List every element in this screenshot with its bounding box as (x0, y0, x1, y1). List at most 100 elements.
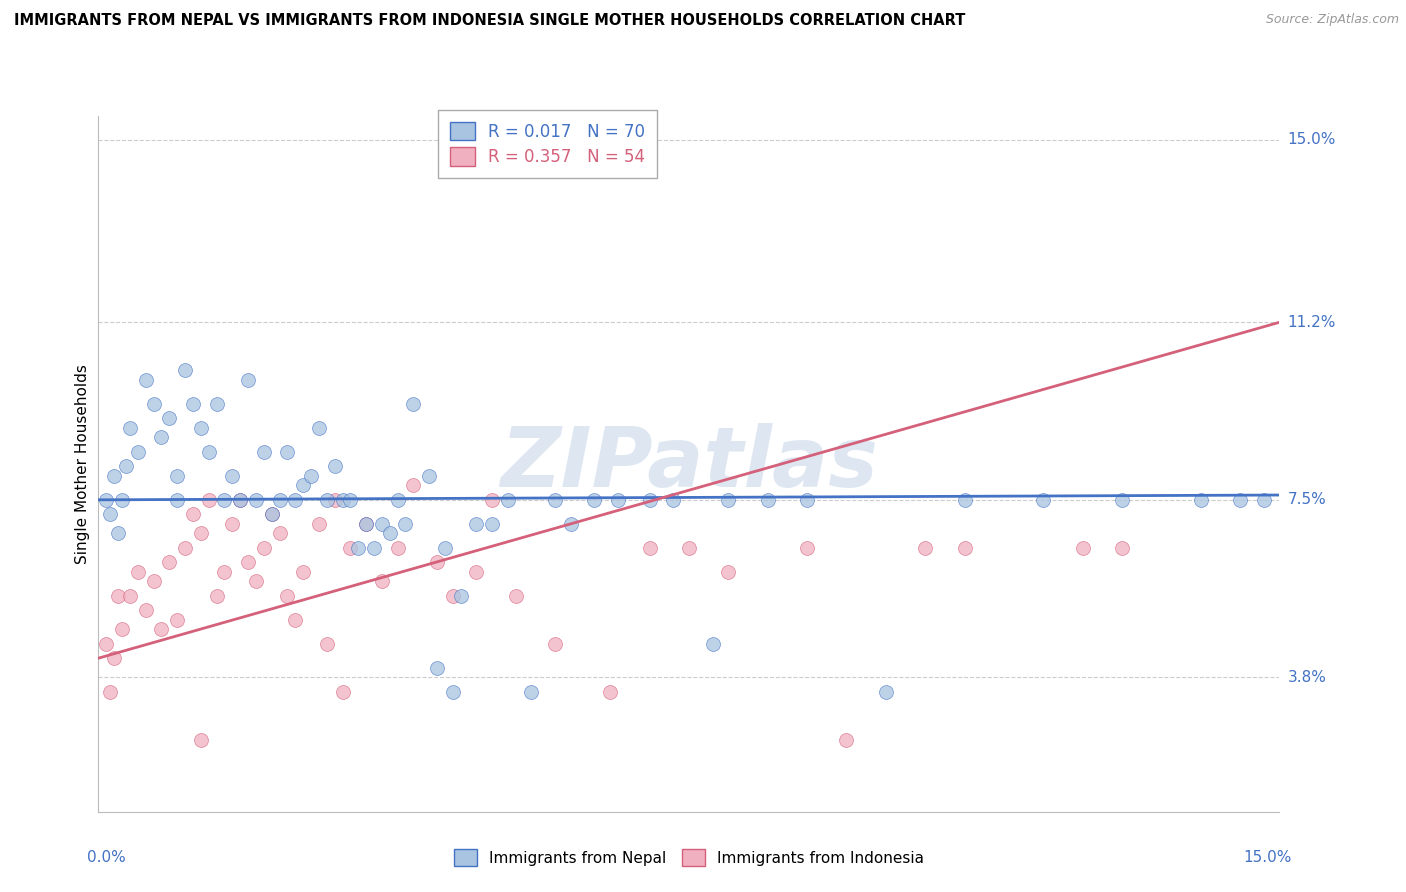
Point (402, 478, 425, 492)
Text: 15.0%: 15.0% (1243, 850, 1291, 865)
Point (1229, 492, 1251, 507)
Point (662, 492, 685, 507)
Text: ZIPatlas: ZIPatlas (501, 424, 877, 504)
Point (276, 445, 298, 459)
Point (1071, 541, 1094, 555)
Point (118, 589, 141, 603)
Point (796, 492, 818, 507)
Point (157, 555, 180, 569)
Point (953, 492, 976, 507)
Point (599, 685, 621, 699)
Point (678, 541, 700, 555)
Point (363, 541, 385, 555)
Point (426, 555, 449, 569)
Point (875, 685, 897, 699)
Point (638, 541, 661, 555)
Legend: Immigrants from Nepal, Immigrants from Indonesia: Immigrants from Nepal, Immigrants from I… (446, 842, 932, 873)
Point (103, 468, 125, 483)
Point (245, 574, 267, 589)
Point (796, 541, 818, 555)
Text: 15.0%: 15.0% (1288, 132, 1336, 147)
Point (103, 651, 125, 665)
Point (323, 459, 346, 474)
Point (166, 468, 188, 483)
Point (354, 516, 377, 531)
Point (702, 637, 724, 651)
Point (190, 732, 212, 747)
Point (107, 526, 129, 541)
Point (284, 492, 307, 507)
Point (914, 541, 936, 555)
Point (157, 411, 180, 425)
Text: IMMIGRANTS FROM NEPAL VS IMMIGRANTS FROM INDONESIA SINGLE MOTHER HOUSEHOLDS CORR: IMMIGRANTS FROM NEPAL VS IMMIGRANTS FROM… (14, 13, 966, 29)
Point (166, 613, 188, 627)
Point (835, 732, 858, 747)
Point (441, 589, 464, 603)
Point (236, 373, 259, 387)
Point (315, 492, 337, 507)
Point (354, 516, 377, 531)
Text: 11.2%: 11.2% (1288, 315, 1336, 330)
Point (253, 445, 276, 459)
Point (583, 492, 606, 507)
Point (98, 685, 121, 699)
Point (269, 526, 291, 541)
Point (96, 637, 118, 651)
Point (292, 478, 315, 492)
Point (953, 541, 976, 555)
Point (505, 589, 527, 603)
Point (323, 492, 346, 507)
Point (387, 541, 409, 555)
Point (181, 397, 204, 411)
Point (418, 468, 440, 483)
Point (756, 492, 779, 507)
Point (450, 589, 472, 603)
Point (260, 507, 283, 521)
Point (135, 373, 157, 387)
Point (181, 507, 204, 521)
Point (107, 589, 129, 603)
Point (1189, 492, 1212, 507)
Point (229, 492, 252, 507)
Point (607, 492, 630, 507)
Point (205, 589, 228, 603)
Point (127, 565, 149, 579)
Point (315, 637, 337, 651)
Point (127, 445, 149, 459)
Point (1253, 492, 1275, 507)
Point (118, 421, 141, 435)
Text: 3.8%: 3.8% (1288, 670, 1327, 685)
Point (214, 565, 236, 579)
Point (308, 421, 330, 435)
Point (339, 492, 361, 507)
Point (387, 492, 409, 507)
Point (717, 492, 740, 507)
Point (481, 516, 503, 531)
Point (197, 445, 219, 459)
Point (96, 492, 118, 507)
Point (166, 492, 188, 507)
Point (111, 623, 134, 637)
Point (111, 492, 134, 507)
Point (142, 574, 165, 589)
Text: Source: ZipAtlas.com: Source: ZipAtlas.com (1265, 13, 1399, 27)
Point (371, 574, 394, 589)
Point (197, 492, 219, 507)
Point (638, 492, 661, 507)
Point (260, 507, 283, 521)
Point (221, 468, 243, 483)
Point (433, 541, 456, 555)
Point (229, 492, 252, 507)
Point (481, 492, 503, 507)
Point (284, 613, 307, 627)
Point (544, 637, 567, 651)
Point (332, 492, 354, 507)
Point (253, 541, 276, 555)
Point (221, 516, 243, 531)
Point (299, 468, 322, 483)
Point (544, 492, 567, 507)
Point (339, 541, 361, 555)
Point (560, 516, 582, 531)
Point (142, 397, 165, 411)
Point (150, 430, 173, 444)
